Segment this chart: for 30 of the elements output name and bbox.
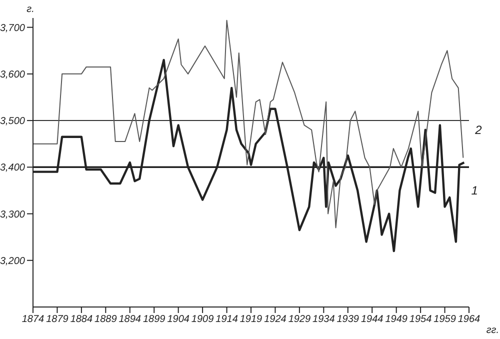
x-axis-title: гг. [486,325,499,336]
x-tick-label: 1889 [94,314,118,326]
x-tick-label: 1899 [142,314,166,326]
x-tick-label: 1904 [167,314,190,326]
y-tick-label: 3,200 [0,256,26,267]
x-tick-label: 1939 [336,314,360,326]
annotation: 1 [471,184,478,198]
x-tick-label: 1874 [22,314,45,326]
x-tick-label: 1894 [118,314,142,326]
x-tick-label: 1934 [312,314,336,326]
annotation: 2 [474,123,482,138]
y-tick-label: 3,400 [0,162,26,174]
x-tick-label: 1914 [216,314,238,326]
x-tick-label: 1944 [360,314,384,326]
line-series [33,20,464,228]
x-tick-label: 1929 [288,314,312,326]
y-tick-label: 3,300 [0,209,26,220]
x-tick-label: 1884 [70,314,94,326]
y-tick-label: 3,600 [0,69,26,80]
x-tick-label: 1964 [458,314,481,326]
x-tick-label: 1924 [264,314,287,326]
y-tick-label: 3,700 [0,22,26,34]
y-tick-label: 3,500 [0,116,26,128]
y-axis-title: г. [26,4,34,15]
x-tick-label: 1919 [240,314,263,326]
x-tick-label: 1954 [409,314,432,326]
x-tick-label: 1909 [191,314,214,326]
x-tick-label: 1959 [434,314,456,326]
x-tick-label: 1949 [385,314,408,326]
x-tick-label: 1879 [46,314,69,326]
